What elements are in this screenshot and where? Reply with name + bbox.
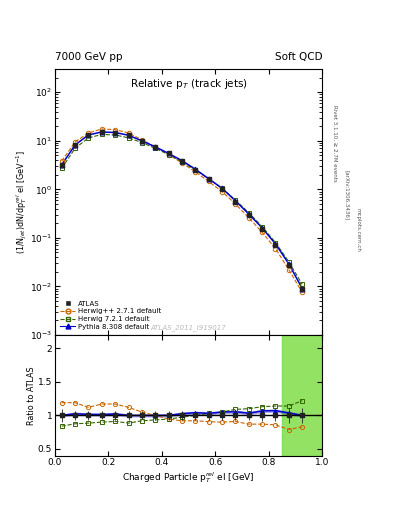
X-axis label: Charged Particle p$^{rel}_{T}$ el [GeV]: Charged Particle p$^{rel}_{T}$ el [GeV] [122, 470, 255, 485]
Text: mcplots.cern.ch: mcplots.cern.ch [356, 208, 361, 252]
Y-axis label: (1/N$_{jet}$)dN/dp$^{rel}_{T}$ el [GeV$^{-1}$]: (1/N$_{jet}$)dN/dp$^{rel}_{T}$ el [GeV$^… [14, 150, 29, 254]
Text: [arXiv:1306.3436]: [arXiv:1306.3436] [344, 169, 349, 220]
Y-axis label: Ratio to ATLAS: Ratio to ATLAS [28, 366, 37, 424]
Text: Relative p$_{T}$ (track jets): Relative p$_{T}$ (track jets) [130, 77, 248, 91]
Text: 7000 GeV pp: 7000 GeV pp [55, 52, 123, 62]
Text: Soft QCD: Soft QCD [275, 52, 322, 62]
Legend: ATLAS, Herwig++ 2.7.1 default, Herwig 7.2.1 default, Pythia 8.308 default: ATLAS, Herwig++ 2.7.1 default, Herwig 7.… [59, 299, 163, 331]
Text: ATLAS_2011_I919017: ATLAS_2011_I919017 [151, 324, 226, 331]
Text: Rivet 3.1.10, ≥ 2.7M events: Rivet 3.1.10, ≥ 2.7M events [332, 105, 337, 182]
